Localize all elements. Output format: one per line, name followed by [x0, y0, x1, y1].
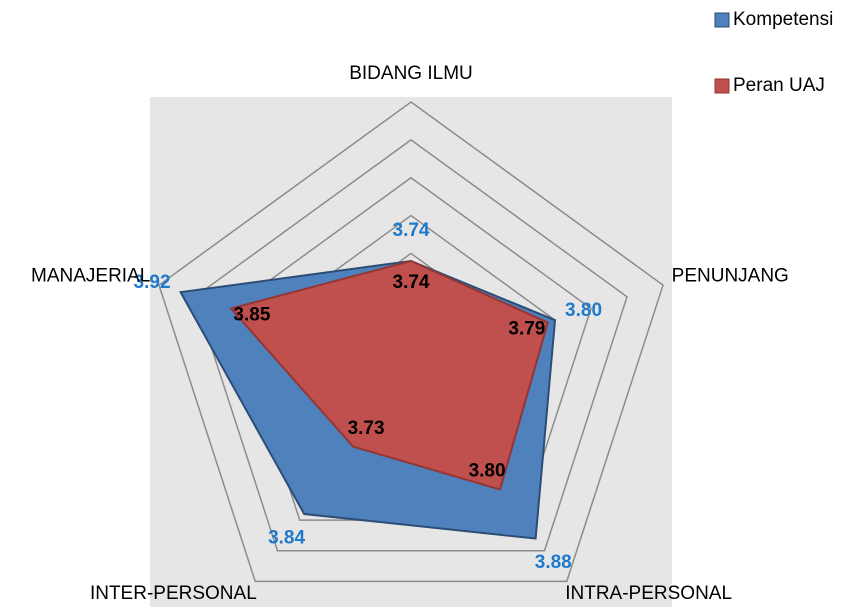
axis-label: MANAJERIAL — [31, 265, 150, 286]
axis-label: INTER-PERSONAL — [90, 583, 257, 604]
grid-ring — [158, 101, 664, 583]
legend-label: Kompetensi — [733, 9, 833, 30]
series-area — [229, 259, 550, 491]
legend-label: Peran UAJ — [733, 75, 825, 96]
legend-swatch — [714, 78, 730, 94]
axis-label: INTRA-PERSONAL — [565, 583, 732, 604]
axis-label: BIDANG ILMU — [349, 63, 473, 84]
data-label: 3.92 — [134, 272, 171, 293]
data-label: 3.88 — [535, 552, 572, 573]
legend-swatch — [714, 12, 730, 28]
data-label: 3.80 — [469, 461, 506, 482]
data-label: 3.80 — [565, 300, 602, 321]
data-label: 3.85 — [233, 304, 270, 325]
data-label: 3.74 — [393, 272, 430, 293]
data-label: 3.79 — [508, 318, 545, 339]
axis-label: PENUNJANG — [672, 265, 789, 286]
data-label: 3.73 — [348, 418, 385, 439]
data-label: 3.84 — [268, 527, 305, 548]
data-label: 3.74 — [393, 220, 430, 241]
grid-ring — [194, 138, 628, 552]
